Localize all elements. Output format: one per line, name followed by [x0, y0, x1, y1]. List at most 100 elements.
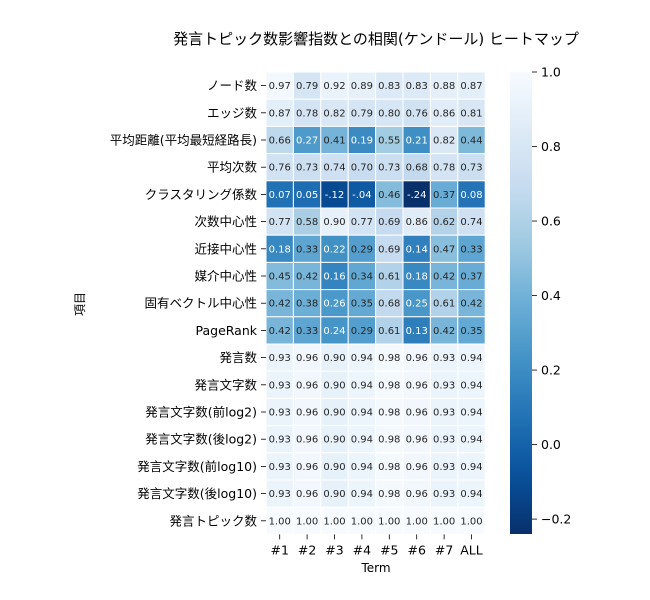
cell-value-label: 0.78	[433, 163, 455, 174]
cell-value-label: 0.96	[296, 435, 318, 446]
cell-value-label: 0.13	[406, 326, 428, 337]
x-axis-label: Term	[360, 561, 390, 575]
cell-value-label: 0.90	[323, 462, 345, 473]
cell-value-label: 0.41	[323, 136, 345, 147]
cell-value-label: 0.94	[460, 435, 482, 446]
cell-value-label: 0.73	[460, 163, 482, 174]
cell-value-label: 0.35	[460, 326, 482, 337]
chart-title: 発言トピック数影響指数との相関(ケンドール) ヒートマップ	[173, 30, 579, 48]
cell-value-label: 0.94	[460, 353, 482, 364]
cell-value-label: 0.78	[296, 108, 318, 119]
cell-value-label: 0.88	[433, 81, 455, 92]
cell-value-label: 0.34	[351, 272, 373, 283]
cell-value-label: 0.94	[351, 380, 373, 391]
cell-value-label: 0.98	[378, 408, 400, 419]
cell-value-label: 0.58	[296, 217, 318, 228]
cell-value-label: 0.96	[406, 462, 428, 473]
column-label: #2	[298, 542, 316, 557]
cell-value-label: 0.87	[460, 81, 482, 92]
cell-value-label: 1.00	[433, 516, 455, 527]
cell-value-label: 0.80	[378, 108, 400, 119]
row-label: 媒介中心性	[194, 269, 257, 284]
cell-value-label: 0.94	[351, 462, 373, 473]
cell-value-label: 0.96	[296, 408, 318, 419]
cell-value-label: 0.42	[433, 272, 455, 283]
cell-value-label: 0.96	[406, 353, 428, 364]
row-label: 平均次数	[207, 160, 258, 175]
cell-value-label: 0.94	[351, 353, 373, 364]
cell-value-label: 0.90	[323, 217, 345, 228]
cell-value-label: 0.27	[296, 136, 318, 147]
cell-value-label: 0.96	[406, 380, 428, 391]
column-label: #7	[435, 542, 453, 557]
cell-value-label: 0.37	[460, 272, 482, 283]
cell-value-label: 0.90	[323, 489, 345, 500]
cell-value-label: 0.94	[460, 408, 482, 419]
cell-value-label: 0.21	[406, 136, 428, 147]
cell-value-label: 0.46	[378, 190, 400, 201]
heatmap-cells: 0.97 0.79 0.92 0.89 0.83 0.83 0.88 0.87 0.87 0.78…	[266, 72, 485, 534]
cell-value-label: 0.98	[378, 489, 400, 500]
colorbar	[510, 72, 532, 534]
cell-value-label: 0.19	[351, 136, 373, 147]
cell-value-label: 0.96	[296, 380, 318, 391]
cell-value-label: 0.76	[406, 108, 428, 119]
row-label: 近接中心性	[194, 241, 257, 256]
row-label: 発言文字数(前log2)	[145, 405, 257, 420]
cell-value-label: 0.96	[296, 462, 318, 473]
cell-value-label: 0.42	[269, 326, 291, 337]
column-label: #3	[325, 542, 343, 557]
cell-value-label: 0.96	[296, 353, 318, 364]
cell-value-label: 0.61	[378, 326, 400, 337]
cell-value-label: 1.00	[378, 516, 400, 527]
cell-value-label: 0.96	[296, 489, 318, 500]
cell-value-label: 0.68	[406, 163, 428, 174]
row-label: クラスタリング係数	[145, 187, 258, 202]
colorbar-tick-label: −0.2	[541, 512, 571, 527]
row-label: 発言数	[219, 350, 257, 365]
cell-value-label: 0.94	[460, 489, 482, 500]
cell-value-label: 0.42	[296, 272, 318, 283]
cell-value-label: 0.96	[406, 489, 428, 500]
cell-value-label: 0.93	[269, 462, 291, 473]
row-label: 発言トピック数	[169, 513, 257, 528]
cell-value-label: 1.00	[323, 516, 345, 527]
cell-value-label: 0.42	[269, 299, 291, 310]
cell-value-label: 0.93	[433, 435, 455, 446]
cell-value-label: 0.89	[351, 81, 373, 92]
cell-value-label: 0.82	[323, 108, 345, 119]
cell-value-label: 0.94	[460, 462, 482, 473]
cell-value-label: 0.05	[296, 190, 318, 201]
cell-value-label: 0.25	[406, 299, 428, 310]
cell-value-label: 0.81	[460, 108, 482, 119]
cell-value-label: 1.00	[406, 516, 428, 527]
colorbar-ticks: 1.0 0.8 0.6 0.4 0.2 0.0 −0.2	[532, 65, 571, 527]
cell-value-label: 0.08	[460, 190, 482, 201]
cell-value-label: 0.76	[269, 163, 291, 174]
colorbar-tick-label: 0.0	[541, 437, 561, 452]
column-label: #5	[380, 542, 398, 557]
cell-value-label: 1.00	[296, 516, 318, 527]
colorbar-tick-label: 0.2	[541, 363, 561, 378]
cell-value-label: 0.33	[296, 326, 318, 337]
cell-value-label: 0.94	[351, 408, 373, 419]
cell-value-label: 0.86	[406, 217, 428, 228]
cell-value-label: 0.29	[351, 326, 373, 337]
colorbar-tick-label: 0.4	[541, 288, 561, 303]
cell-value-label: 0.07	[269, 190, 291, 201]
column-label: #1	[270, 542, 288, 557]
row-label: 発言文字数(後log10)	[137, 486, 257, 501]
cell-value-label: 0.90	[323, 435, 345, 446]
cell-value-label: 0.74	[323, 163, 345, 174]
cell-value-label: 0.83	[378, 81, 400, 92]
cell-value-label: 0.61	[378, 272, 400, 283]
cell-value-label: 0.79	[296, 81, 318, 92]
cell-value-label: 0.94	[460, 380, 482, 391]
cell-value-label: 0.98	[378, 353, 400, 364]
cell-value-label: 0.77	[269, 217, 291, 228]
cell-value-label: 0.94	[351, 435, 373, 446]
colorbar-tick-label: 1.0	[541, 65, 561, 80]
row-label: 平均距離(平均最短経路長)	[110, 133, 257, 148]
cell-value-label: 0.82	[433, 136, 455, 147]
